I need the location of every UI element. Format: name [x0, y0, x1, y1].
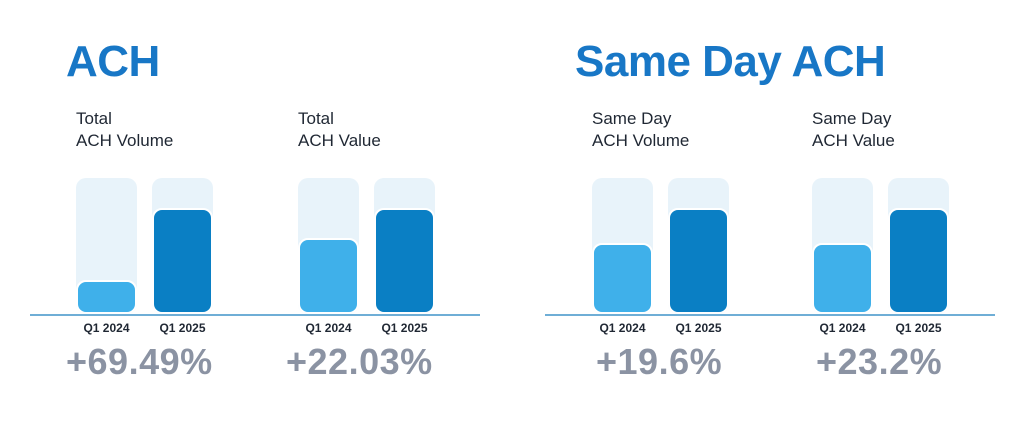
tick-label: Q1 2024: [819, 321, 866, 335]
change-percentage: +22.03%: [286, 341, 433, 382]
bar-q1-2025: [152, 208, 213, 314]
chart-title: Total ACH Volume: [76, 109, 174, 150]
tick-label: Q1 2024: [83, 321, 130, 335]
bar-q1-2025: [374, 208, 435, 314]
bar-q1-2024: [298, 238, 359, 314]
change-percentage: +23.2%: [816, 341, 943, 382]
bar-q1-2024: [592, 243, 653, 314]
change-percentage: +69.49%: [66, 341, 213, 382]
bar-q1-2024: [76, 280, 137, 314]
baseline-ach: [30, 314, 480, 316]
section-title-ach: ACH: [66, 37, 160, 86]
bar-q1-2025: [888, 208, 949, 314]
chart-title: Total ACH Value: [298, 109, 381, 150]
bar-q1-2024: [812, 243, 873, 314]
baseline-same-day-ach: [545, 314, 995, 316]
bar-q1-2025: [668, 208, 729, 314]
tick-label: Q1 2024: [599, 321, 646, 335]
section-title-same-day-ach: Same Day ACH: [575, 37, 886, 86]
tick-label: Q1 2025: [675, 321, 722, 335]
change-percentage: +19.6%: [596, 341, 723, 382]
tick-label: Q1 2025: [381, 321, 428, 335]
chart-title: Same Day ACH Volume: [592, 109, 690, 150]
chart-title: Same Day ACH Value: [812, 109, 895, 150]
tick-label: Q1 2025: [895, 321, 942, 335]
tick-label: Q1 2025: [159, 321, 206, 335]
tick-label: Q1 2024: [305, 321, 352, 335]
